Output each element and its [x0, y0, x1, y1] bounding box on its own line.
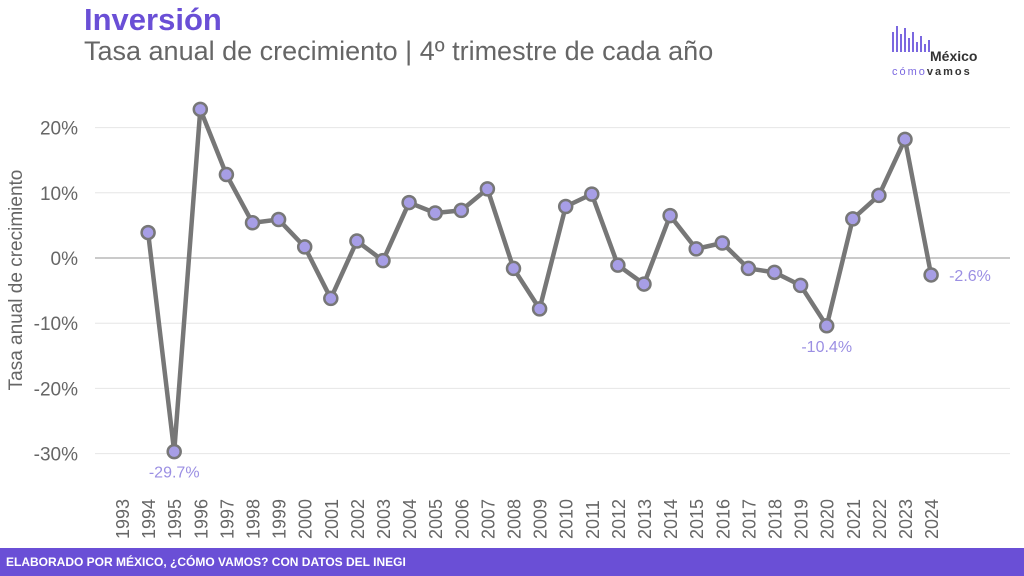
- x-tick-label: 2004: [400, 499, 420, 539]
- series-polyline: [145, 107, 934, 454]
- chart-title: Inversión: [84, 2, 222, 37]
- data-point: [453, 202, 470, 219]
- x-tick-label: 1997: [217, 499, 237, 539]
- logo-text-vamos: vamos: [926, 66, 972, 78]
- logo-text-como-vamos: cómovamos: [892, 66, 972, 78]
- x-tick-label: 2017: [739, 499, 759, 539]
- x-tick-label: 2003: [374, 499, 394, 539]
- data-point: [479, 181, 496, 197]
- data-point: [688, 241, 704, 257]
- x-tick-label: 2008: [505, 499, 525, 539]
- x-tick-label: 1993: [113, 499, 133, 539]
- data-label: -10.4%: [801, 339, 852, 356]
- data-point: [818, 318, 835, 334]
- data-point: [375, 252, 391, 269]
- x-tick-label: 2018: [766, 499, 786, 539]
- data-label: -29.7%: [149, 465, 200, 482]
- x-tick-label: 2016: [713, 499, 733, 539]
- y-tick-label: 0%: [51, 249, 79, 270]
- data-point: [349, 233, 365, 249]
- data-point: [923, 267, 939, 283]
- y-tick-label: 20%: [40, 119, 78, 140]
- footer-source-text: ELABORADO POR MÉXICO, ¿CÓMO VAMOS? CON D…: [6, 555, 406, 569]
- data-point: [714, 235, 731, 251]
- data-point: [140, 224, 156, 241]
- x-tick-label: 2014: [661, 499, 681, 539]
- data-point: [270, 211, 287, 228]
- line-chart: 20%10%0%-10%-20%-30% 1993 1994 1995 1996 199…: [6, 101, 1010, 539]
- logo-text-como: cómo: [892, 66, 927, 78]
- data-point: [505, 260, 522, 277]
- x-tick-label: 2009: [531, 499, 551, 539]
- x-tick-label: 1995: [165, 499, 185, 539]
- x-tick-label: 2013: [635, 499, 655, 539]
- x-tick-label: 2022: [870, 499, 890, 539]
- data-point: [296, 239, 313, 255]
- data-labels: -29.7% -10.4% -2.6%: [149, 268, 991, 482]
- series-line: [145, 107, 934, 454]
- x-tick-label: 2005: [426, 499, 446, 539]
- y-axis-label: Tasa anual de crecimiento: [6, 170, 27, 391]
- data-point: [766, 264, 783, 281]
- logo-text-mexico: México: [930, 48, 978, 64]
- data-point: [557, 198, 574, 215]
- y-tick-label: 10%: [40, 184, 78, 205]
- chart-subtitle: Tasa anual de crecimiento | 4º trimestre…: [84, 36, 714, 66]
- data-point: [244, 215, 261, 231]
- x-tick-label: 1999: [270, 499, 290, 539]
- x-tick-label: 2000: [296, 499, 316, 539]
- x-tick-label: 2001: [322, 499, 342, 539]
- data-label: -2.6%: [949, 268, 991, 285]
- data-point: [427, 205, 443, 221]
- data-point: [740, 260, 757, 277]
- data-point: [636, 276, 652, 292]
- data-point: [192, 101, 209, 118]
- x-tick-label: 1994: [139, 499, 159, 539]
- data-point: [845, 211, 861, 227]
- x-tick-label: 2015: [687, 499, 707, 539]
- series-points: [140, 101, 939, 460]
- data-point: [662, 207, 678, 224]
- mexico-como-vamos-logo: México cómovamos: [890, 24, 1000, 84]
- data-point: [871, 187, 887, 204]
- x-tick-label: 2011: [583, 500, 603, 539]
- y-tick-label: -10%: [34, 314, 78, 335]
- x-tick-label: 2020: [818, 499, 838, 539]
- data-point: [792, 277, 809, 294]
- data-point: [584, 186, 600, 202]
- x-tick-label: 2002: [348, 499, 368, 539]
- y-axis-ticks: 20% 10% 0% -10% -20% -30%: [34, 119, 78, 466]
- x-tick-label: 2012: [609, 499, 629, 539]
- y-tick-label: -20%: [34, 379, 78, 400]
- data-point: [897, 131, 913, 148]
- data-point: [166, 443, 182, 460]
- x-tick-label: 2006: [452, 499, 472, 539]
- data-point: [401, 194, 417, 211]
- data-point: [610, 257, 626, 273]
- logo-bars-icon: [892, 24, 932, 52]
- x-tick-label: 2021: [844, 499, 864, 539]
- x-tick-label: 2010: [557, 499, 577, 539]
- data-point: [323, 290, 339, 307]
- x-tick-label: 1998: [244, 499, 264, 539]
- x-tick-label: 2007: [478, 499, 498, 539]
- x-tick-label: 1996: [191, 499, 211, 539]
- data-point: [218, 166, 235, 183]
- data-point: [531, 301, 548, 317]
- x-tick-label: 2023: [896, 499, 916, 539]
- x-axis-ticks: 1993 1994 1995 1996 1997 1998 1999 2000 2001 2002…: [113, 499, 942, 539]
- x-tick-label: 2019: [792, 499, 812, 539]
- footer-bar: ELABORADO POR MÉXICO, ¿CÓMO VAMOS? CON D…: [0, 548, 1024, 576]
- x-tick-label: 2024: [922, 499, 942, 539]
- y-tick-label: -30%: [34, 445, 78, 466]
